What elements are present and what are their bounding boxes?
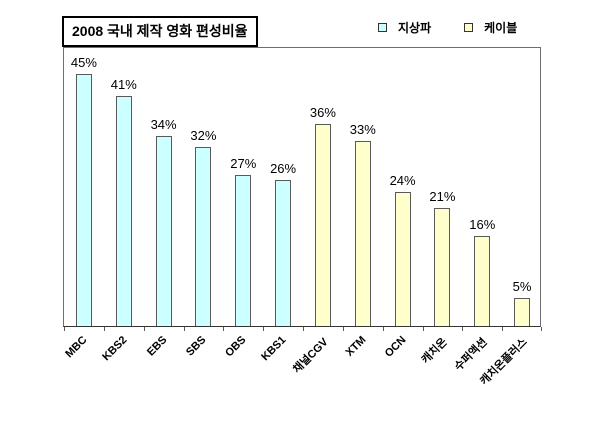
x-axis-tick [342,327,344,331]
bar-value-label-캐치온: 21% [429,189,456,204]
bar-수퍼액션 [474,236,491,326]
x-axis-tick [382,327,384,331]
bar-value-label-캐치온플러스: 5% [512,279,532,294]
bar-value-label-OBS: 27% [230,156,257,171]
legend-item-terrestrial: 지상파 [378,19,431,36]
x-axis-tick [422,327,424,331]
bar-채널CGV [314,124,331,326]
legend-swatch-cable-icon [464,23,474,32]
bar-KBS2 [115,96,132,326]
x-axis-tick [64,327,65,331]
bar-value-label-OCN: 24% [389,173,416,188]
bar-value-label-채널CGV: 36% [309,105,336,120]
plot-area: 45% 41% 34% 32% 27% 26% 36% 33% 24% 21% 16% 5% [63,47,542,331]
x-axis-tick [103,327,105,331]
x-axis-tick [502,327,504,331]
bar-KBS1 [275,180,292,326]
x-axis-tick [223,327,225,331]
bar-value-label-XTM: 33% [349,122,376,137]
legend-label-terrestrial: 지상파 [398,21,432,35]
x-axis-tick [183,327,185,331]
bar-캐치온플러스 [514,298,531,326]
legend-item-cable: 케이블 [464,19,517,36]
bar-value-label-MBC: 45% [70,55,97,70]
bar-XTM [354,141,371,326]
x-axis-tick [303,327,304,331]
bar-MBC [75,74,92,326]
bar-EBS [155,136,172,326]
legend-label-cable: 케이블 [484,21,518,35]
bar-value-label-수퍼액션: 16% [469,217,496,232]
x-axis-tick [462,327,464,331]
x-axis-tick [143,327,145,331]
chart-title: 2008 국내 제작 영화 편성비율 [62,16,258,47]
chart-canvas: 2008 국내 제작 영화 편성비율 지상파 케이블 45% 41% 34% 32% 2… [62,16,542,388]
bar-value-label-KBS2: 41% [110,77,137,92]
bar-value-label-KBS1: 26% [270,161,297,176]
bar-SBS [195,147,212,326]
bar-OBS [235,175,252,326]
bar-value-label-EBS: 34% [150,117,177,132]
bar-value-label-SBS: 32% [190,128,217,143]
bar-OCN [394,192,411,326]
x-axis-tick [541,327,542,331]
bar-캐치온 [434,208,451,326]
legend: 지상파 케이블 [378,19,517,36]
legend-swatch-terrestrial-icon [378,23,387,32]
x-axis-tick [263,327,265,331]
